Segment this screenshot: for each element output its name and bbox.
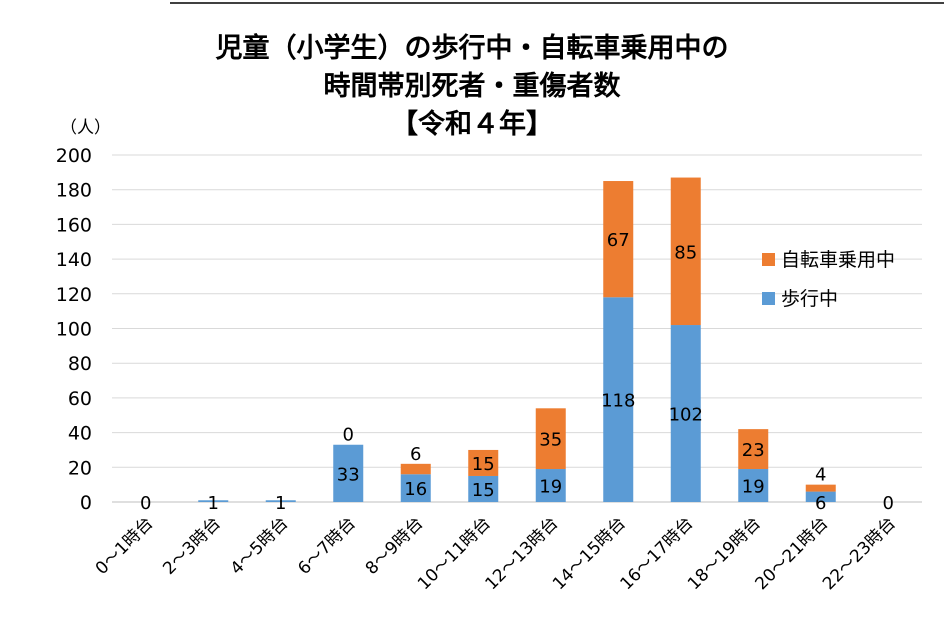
y-tick-label: 120	[56, 284, 92, 306]
data-label: 0	[343, 425, 354, 446]
data-label: 85	[674, 242, 697, 263]
y-tick-label: 80	[68, 353, 92, 375]
data-labels: 0 1 1 33 16 15 19 118 102 19 6 0 0 6 15 35 67 85 23 4	[140, 230, 894, 514]
legend-swatch-walking	[762, 292, 775, 305]
bar-segment	[805, 491, 836, 502]
chart-title-line-1: 児童（小学生）の歩行中・自転車乗用中の	[216, 32, 729, 64]
data-label: 6	[410, 444, 421, 465]
chart-title-line-2: 時間帯別死者・重傷者数	[324, 70, 622, 102]
y-tick-label: 0	[80, 492, 92, 514]
data-label: 0	[140, 493, 151, 514]
bar-segment	[535, 408, 566, 470]
x-tick-label: 4～5時台	[227, 513, 293, 579]
y-tick-label: 200	[56, 145, 92, 167]
data-label: 6	[815, 493, 826, 514]
bars	[198, 177, 836, 502]
legend: 自転車乗用中 歩行中	[762, 249, 895, 310]
bar-segment	[805, 484, 836, 492]
x-tick-label: 22～23時台	[819, 513, 900, 594]
bar-segment	[603, 181, 634, 298]
y-tick-label: 20	[68, 457, 92, 479]
data-label: 15	[472, 454, 495, 475]
bar-segment	[265, 500, 296, 502]
x-tick-label: 0～1時台	[92, 513, 158, 579]
y-axis-unit: （人）	[60, 118, 111, 138]
bar-segment	[670, 177, 701, 326]
chart-title-line-3: 【令和４年】	[391, 108, 553, 140]
data-label: 35	[539, 430, 562, 451]
bar-segment	[738, 469, 769, 502]
data-label: 118	[601, 391, 635, 412]
bar-segment	[738, 429, 769, 470]
y-tick-label: 100	[56, 319, 92, 341]
data-label: 19	[742, 477, 765, 498]
y-tick-label: 180	[56, 180, 92, 202]
data-label: 67	[607, 230, 630, 251]
bar-segment	[468, 449, 499, 476]
legend-label-walking: 歩行中	[781, 288, 838, 310]
x-axis-ticks: 0～1時台 2～3時台 4～5時台 6～7時台 8～9時台10～11時台12～13時台1…	[92, 513, 900, 594]
x-tick-label: 2～3時台	[159, 513, 225, 579]
y-tick-label: 140	[56, 249, 92, 271]
bar-segment	[400, 474, 431, 502]
data-label: 16	[404, 479, 427, 500]
bar-segment	[400, 463, 431, 475]
x-tick-label: 8～9時台	[362, 513, 428, 579]
legend-swatch-bicycle	[762, 253, 775, 266]
data-label: 0	[883, 493, 894, 514]
gridlines	[112, 154, 922, 503]
data-label: 1	[275, 493, 286, 514]
data-label: 102	[669, 405, 703, 426]
data-label: 15	[472, 480, 495, 501]
bar-segment	[535, 469, 566, 502]
data-label: 19	[539, 477, 562, 498]
y-tick-label: 160	[56, 214, 92, 236]
data-label: 23	[742, 440, 765, 461]
bar-segment	[670, 325, 701, 502]
legend-label-bicycle: 自転車乗用中	[781, 249, 895, 271]
y-tick-label: 40	[68, 423, 92, 445]
data-label: 1	[208, 493, 219, 514]
bar-segment	[603, 297, 634, 502]
bar-segment	[198, 500, 229, 502]
x-tick-label: 6～7時台	[294, 513, 360, 579]
data-label: 4	[815, 465, 826, 486]
bar-segment	[468, 475, 499, 502]
bar-segment	[333, 444, 364, 502]
y-tick-label: 60	[68, 388, 92, 410]
data-label: 33	[337, 464, 360, 485]
y-axis-ticks: 0 20 40 60 80 100 120 140 160 180 200	[56, 145, 92, 514]
